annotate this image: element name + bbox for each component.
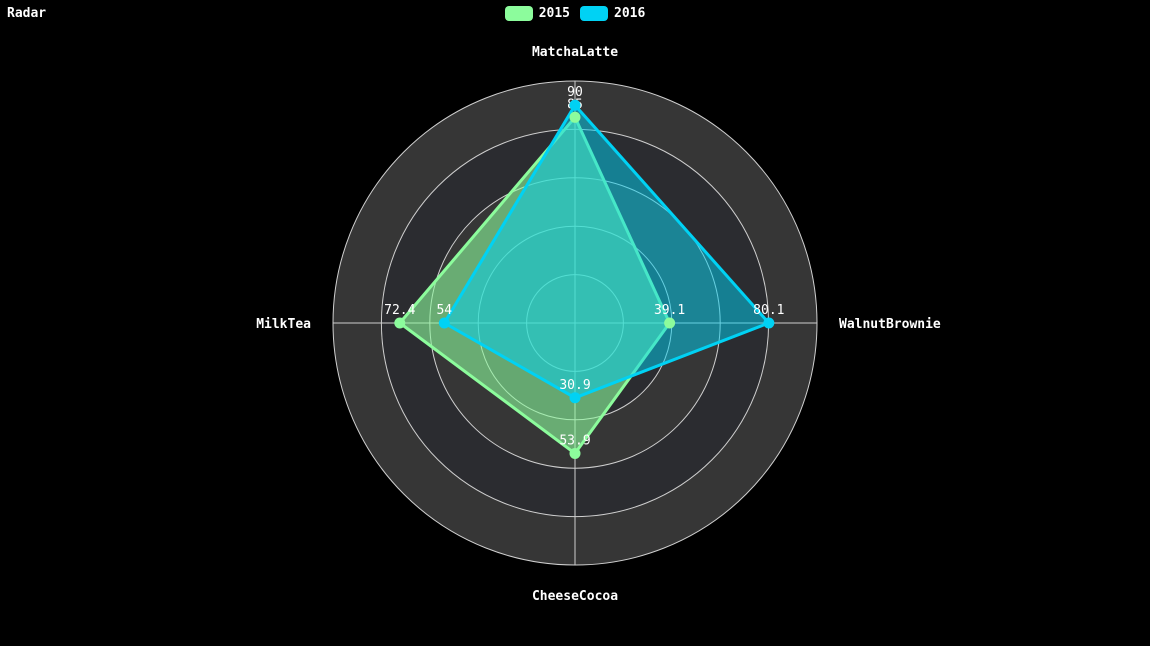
data-point-2016-MatchaLatte [569, 99, 581, 111]
data-label-2015-MilkTea: 72.4 [384, 303, 415, 318]
data-point-2016-CheeseCocoa [569, 392, 581, 404]
indicator-label-MatchaLatte: MatchaLatte [532, 45, 618, 60]
legend-swatch-2015 [504, 6, 533, 21]
chart-title: Radar [7, 6, 47, 21]
data-point-2016-WalnutBrownie [763, 317, 775, 329]
data-label-2016-WalnutBrownie: 80.1 [753, 303, 784, 318]
indicator-label-WalnutBrownie: WalnutBrownie [839, 317, 941, 332]
data-label-2016-CheeseCocoa: 30.9 [559, 378, 590, 393]
legend-item-2016[interactable]: 2016 [580, 6, 645, 21]
data-label-2016-MatchaLatte: 90 [567, 85, 583, 100]
data-label-2015-WalnutBrownie: 39.1 [654, 303, 685, 318]
data-point-2015-MatchaLatte [569, 111, 581, 123]
legend-swatch-2016 [580, 6, 608, 21]
legend-label-2015: 2015 [538, 6, 570, 21]
indicator-label-MilkTea: MilkTea [256, 317, 311, 332]
data-label-2016-MilkTea: 54 [436, 303, 452, 318]
legend-label-2016: 2016 [614, 6, 646, 21]
indicator-label-CheeseCocoa: CheeseCocoa [532, 589, 618, 604]
data-point-2016-MilkTea [438, 317, 450, 329]
series-area-2016 [444, 105, 769, 398]
legend: 2015 2016 [0, 6, 1150, 21]
data-point-2015-MilkTea [394, 317, 406, 329]
data-point-2015-CheeseCocoa [569, 447, 581, 459]
legend-item-2015[interactable]: 2015 [504, 6, 570, 21]
data-label-2015-CheeseCocoa: 53.9 [559, 433, 590, 448]
data-point-2015-WalnutBrownie [664, 317, 676, 329]
